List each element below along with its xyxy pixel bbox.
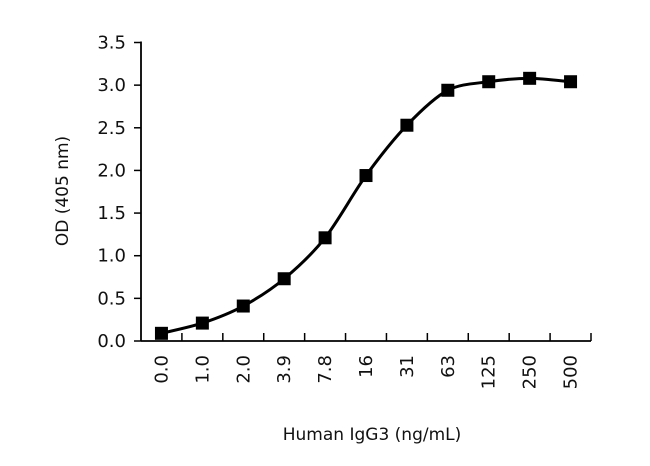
data-point-marker bbox=[482, 75, 496, 89]
y-axis-title: OD (405 nm) bbox=[53, 136, 73, 246]
data-point-marker bbox=[441, 83, 455, 97]
data-point-marker bbox=[195, 316, 209, 330]
x-tick-label: 2.0 bbox=[233, 355, 254, 384]
x-tick-label: 250 bbox=[520, 355, 541, 389]
x-tick-label: 31 bbox=[397, 355, 418, 378]
data-series bbox=[154, 71, 578, 340]
x-axis-ticks: 0.0 1.0 2.0 3.9 7.8 16 31 63 125 250 500 bbox=[151, 333, 592, 389]
y-tick-label: 3.5 bbox=[97, 33, 126, 54]
y-tick-label: 1.5 bbox=[97, 203, 126, 224]
data-point-marker bbox=[359, 169, 373, 183]
y-tick-label: 2.5 bbox=[97, 118, 126, 139]
y-axis-ticks: 0.0 0.5 1.0 1.5 2.0 2.5 3.0 3.5 bbox=[97, 33, 141, 352]
x-axis-title: Human IgG3 (ng/mL) bbox=[283, 425, 462, 445]
data-point-marker bbox=[154, 326, 168, 340]
x-tick-label: 500 bbox=[561, 355, 582, 389]
y-tick-label: 0.0 bbox=[97, 331, 126, 352]
data-point-marker bbox=[277, 272, 291, 286]
y-tick-label: 3.0 bbox=[97, 75, 126, 96]
y-tick-label: 1.0 bbox=[97, 246, 126, 267]
x-tick-label: 16 bbox=[356, 355, 377, 378]
data-point-marker bbox=[523, 71, 537, 85]
x-tick-label: 125 bbox=[479, 355, 500, 389]
data-point-marker bbox=[400, 118, 414, 132]
x-tick-label: 7.8 bbox=[315, 355, 336, 384]
series-line bbox=[161, 76, 571, 335]
data-point-marker bbox=[564, 75, 578, 89]
x-tick-label: 0.0 bbox=[151, 355, 172, 384]
y-tick-label: 2.0 bbox=[97, 160, 126, 181]
axes bbox=[140, 41, 591, 342]
data-point-marker bbox=[318, 231, 332, 245]
data-point-marker bbox=[236, 299, 250, 313]
x-tick-label: 3.9 bbox=[274, 355, 295, 384]
x-tick-label: 1.0 bbox=[192, 355, 213, 384]
x-tick-label: 63 bbox=[438, 355, 459, 378]
y-tick-label: 0.5 bbox=[97, 288, 126, 309]
